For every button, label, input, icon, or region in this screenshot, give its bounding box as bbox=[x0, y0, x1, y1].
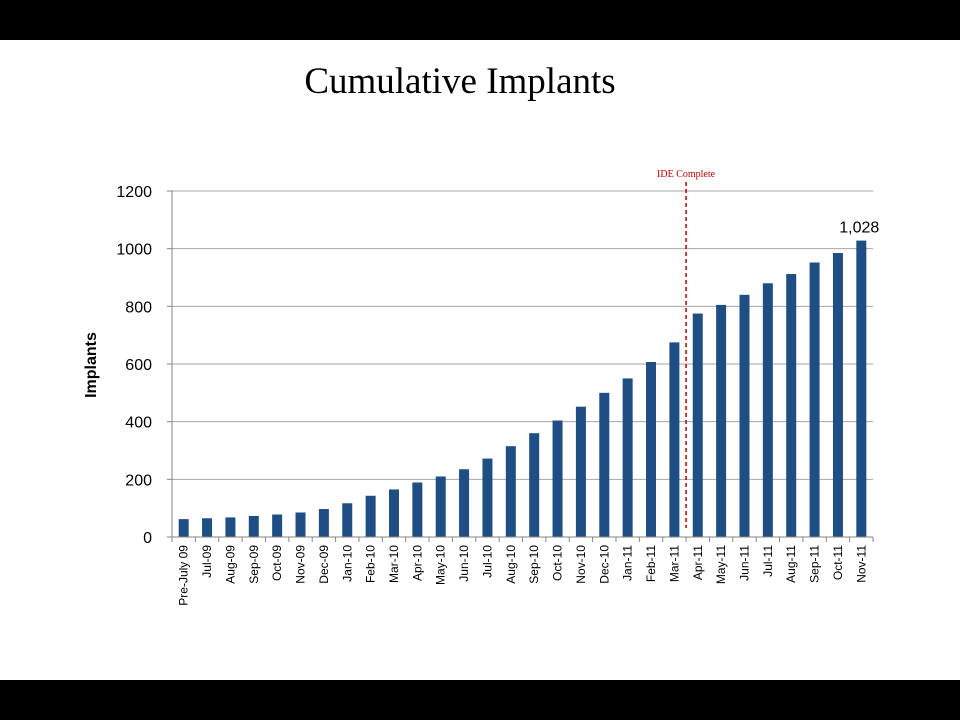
bar bbox=[762, 283, 773, 537]
chart-title: Cumulative Implants bbox=[304, 61, 616, 102]
ide-complete-label: IDE Complete bbox=[657, 169, 716, 180]
bar bbox=[575, 406, 586, 537]
annotations: IDE Complete 1,028 bbox=[657, 169, 879, 528]
bar bbox=[178, 519, 189, 537]
bar bbox=[809, 262, 820, 537]
y-axis-label: Implants bbox=[83, 332, 100, 398]
bar bbox=[599, 392, 610, 537]
x-tick-label: Apr-10 bbox=[410, 545, 424, 581]
bar bbox=[435, 476, 446, 537]
x-tick-label: Jun-11 bbox=[737, 545, 751, 581]
x-tick-label: Dec-10 bbox=[597, 545, 611, 584]
x-tick-label: Nov-10 bbox=[574, 545, 588, 584]
x-tick-label: Mar-11 bbox=[667, 545, 681, 582]
bar bbox=[622, 378, 633, 537]
bar-series bbox=[178, 240, 867, 538]
bar bbox=[669, 342, 680, 537]
bar bbox=[342, 503, 353, 537]
x-tick-label: Oct-10 bbox=[551, 545, 565, 581]
y-tick-label: 1200 bbox=[116, 184, 152, 201]
x-tick-label: Feb-11 bbox=[644, 545, 658, 582]
bar bbox=[295, 512, 306, 537]
bar bbox=[202, 518, 213, 537]
bar bbox=[856, 240, 867, 538]
x-tick-label: Oct-09 bbox=[270, 545, 284, 581]
x-tick-label: Dec-09 bbox=[317, 545, 331, 584]
x-tick-label: Pre-July 09 bbox=[177, 545, 191, 606]
x-tick-label: Aug-09 bbox=[223, 545, 237, 584]
y-tick-label: 1000 bbox=[116, 242, 152, 259]
x-tick-label: Sep-11 bbox=[808, 545, 822, 583]
bar bbox=[225, 517, 236, 537]
bar bbox=[459, 469, 470, 537]
x-tick-label: Mar-10 bbox=[387, 545, 401, 583]
x-tick-label: Jan-11 bbox=[621, 545, 635, 581]
gridlines bbox=[172, 190, 873, 480]
bar bbox=[552, 420, 563, 537]
x-tick-label: Apr-11 bbox=[691, 545, 705, 580]
x-tick-labels: Pre-July 09 Jul-09 Aug-09 Sep-09 Oct-09 Nov-0… bbox=[177, 545, 869, 606]
x-tick-label: Sep-10 bbox=[527, 545, 541, 584]
x-tick-label: Oct-11 bbox=[831, 545, 845, 580]
bar bbox=[318, 509, 329, 537]
bar bbox=[482, 458, 493, 537]
x-tick-label: Nov-11 bbox=[854, 545, 868, 583]
x-tick-label: May-11 bbox=[714, 545, 728, 584]
bar bbox=[692, 313, 703, 537]
y-tick-labels: 0 200 400 600 800 1000 1200 bbox=[116, 184, 152, 547]
x-tick-label: Jun-10 bbox=[457, 545, 471, 582]
last-value-label: 1,028 bbox=[839, 220, 879, 237]
x-tick-label: Jan-10 bbox=[340, 545, 354, 582]
x-tick-label: Aug-11 bbox=[784, 545, 798, 583]
x-tick-label: Jul-11 bbox=[761, 545, 775, 577]
y-tick-label: 200 bbox=[125, 472, 152, 489]
slide bbox=[0, 40, 960, 680]
x-tick-label: May-10 bbox=[434, 545, 448, 585]
bar bbox=[272, 514, 283, 537]
y-tick-label: 400 bbox=[125, 415, 152, 432]
y-tick-label: 800 bbox=[125, 299, 152, 316]
bar bbox=[412, 482, 423, 537]
y-tick-label: 0 bbox=[143, 530, 152, 547]
bar bbox=[716, 304, 727, 537]
x-tick-label: Aug-10 bbox=[504, 545, 518, 584]
x-tick-label: Sep-09 bbox=[247, 545, 261, 584]
x-tick-label: Jul-09 bbox=[200, 545, 214, 578]
bar bbox=[505, 446, 516, 537]
bar bbox=[529, 433, 540, 537]
x-tick-label: Nov-09 bbox=[294, 545, 308, 584]
bar bbox=[739, 294, 750, 537]
y-tick-label: 600 bbox=[125, 357, 152, 374]
bar bbox=[248, 515, 259, 537]
bar bbox=[832, 252, 843, 537]
bar bbox=[365, 495, 376, 537]
bar bbox=[388, 489, 399, 537]
bar bbox=[786, 274, 797, 537]
bar bbox=[646, 361, 657, 537]
x-tick-label: Jul-10 bbox=[480, 545, 494, 578]
axes bbox=[167, 190, 874, 542]
x-tick-label: Feb-10 bbox=[364, 545, 378, 583]
